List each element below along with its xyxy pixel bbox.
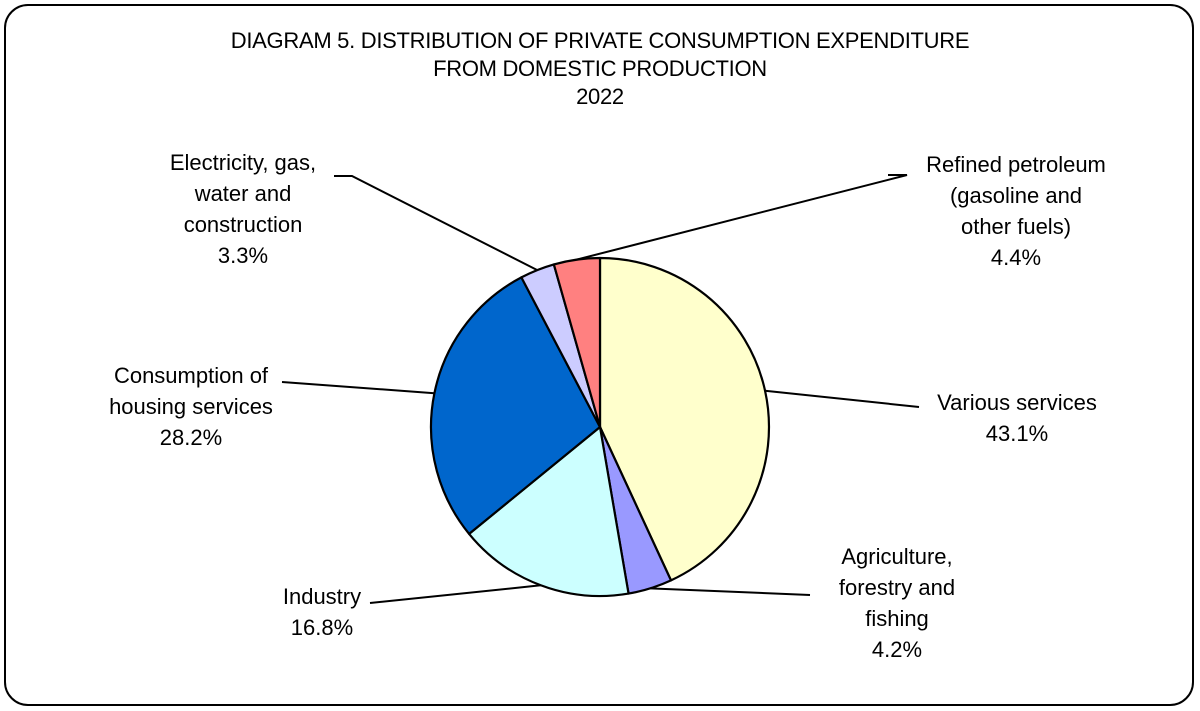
chart-title: DIAGRAM 5. DISTRIBUTION OF PRIVATE CONSU… bbox=[0, 27, 1200, 111]
slice-name-line: Refined petroleum bbox=[926, 152, 1106, 177]
slice-name-line: fishing bbox=[865, 606, 929, 631]
slice-name-line: housing services bbox=[109, 394, 273, 419]
chart-title-line-3: 2022 bbox=[576, 84, 624, 109]
slice-name-line: Various services bbox=[937, 390, 1097, 415]
leader-line-refined-petroleum-gasoline-and-other-fuels bbox=[576, 174, 908, 261]
leader-line-consumption-of-housing-services bbox=[281, 381, 435, 395]
pie-slice-various-services bbox=[598, 256, 771, 582]
chart-title-line-1: DIAGRAM 5. DISTRIBUTION OF PRIVATE CONSU… bbox=[230, 28, 970, 53]
slice-label-electricity-gas-water-and-construction: Electricity, gas, water and construction 3.… bbox=[170, 150, 316, 268]
leader-line-industry bbox=[369, 584, 541, 604]
leader-lines bbox=[281, 174, 920, 604]
leader-line-electricity-gas-water-and-construction bbox=[334, 175, 538, 271]
slice-label-refined-petroleum-gasoline-and-other-fuels: Refined petroleum (gasoline and other fuel… bbox=[926, 152, 1106, 270]
slice-value-label: 28.2% bbox=[160, 425, 222, 450]
slice-label-industry: Industry 16.8% bbox=[283, 584, 361, 640]
slice-value-label: 43.1% bbox=[986, 421, 1048, 446]
leader-line-agriculture-forestry-and-fishing bbox=[650, 587, 811, 596]
slice-name-line: (gasoline and bbox=[950, 183, 1082, 208]
slice-name-line: Industry bbox=[283, 584, 361, 609]
pie-slice-consumption-of-housing-services bbox=[429, 276, 602, 535]
slice-value-label: 4.4% bbox=[991, 245, 1041, 270]
slice-name-line: forestry and bbox=[839, 575, 955, 600]
slice-name-line: Electricity, gas, bbox=[170, 150, 316, 175]
slice-name-line: other fuels) bbox=[961, 214, 1071, 239]
slice-value-label: 4.2% bbox=[872, 637, 922, 662]
slice-label-agriculture-forestry-and-fishing: Agriculture, forestry and fishing 4.2% bbox=[839, 544, 955, 662]
slice-name-line: Agriculture, bbox=[841, 544, 952, 569]
chart-title-line-2: FROM DOMESTIC PRODUCTION bbox=[433, 56, 767, 81]
slice-name-line: construction bbox=[184, 212, 303, 237]
slice-name-line: water and bbox=[194, 181, 292, 206]
slice-labels: Various services 43.1% Agriculture, forestr… bbox=[109, 150, 1106, 662]
slice-label-consumption-of-housing-services: Consumption of housing services 28.2% bbox=[109, 363, 273, 450]
pie-slices bbox=[429, 256, 771, 598]
slice-name-line: Consumption of bbox=[114, 363, 269, 388]
leader-line-various-services bbox=[764, 389, 920, 408]
slice-value-label: 16.8% bbox=[291, 615, 353, 640]
slice-value-label: 3.3% bbox=[218, 243, 268, 268]
slice-label-various-services: Various services 43.1% bbox=[937, 390, 1097, 446]
